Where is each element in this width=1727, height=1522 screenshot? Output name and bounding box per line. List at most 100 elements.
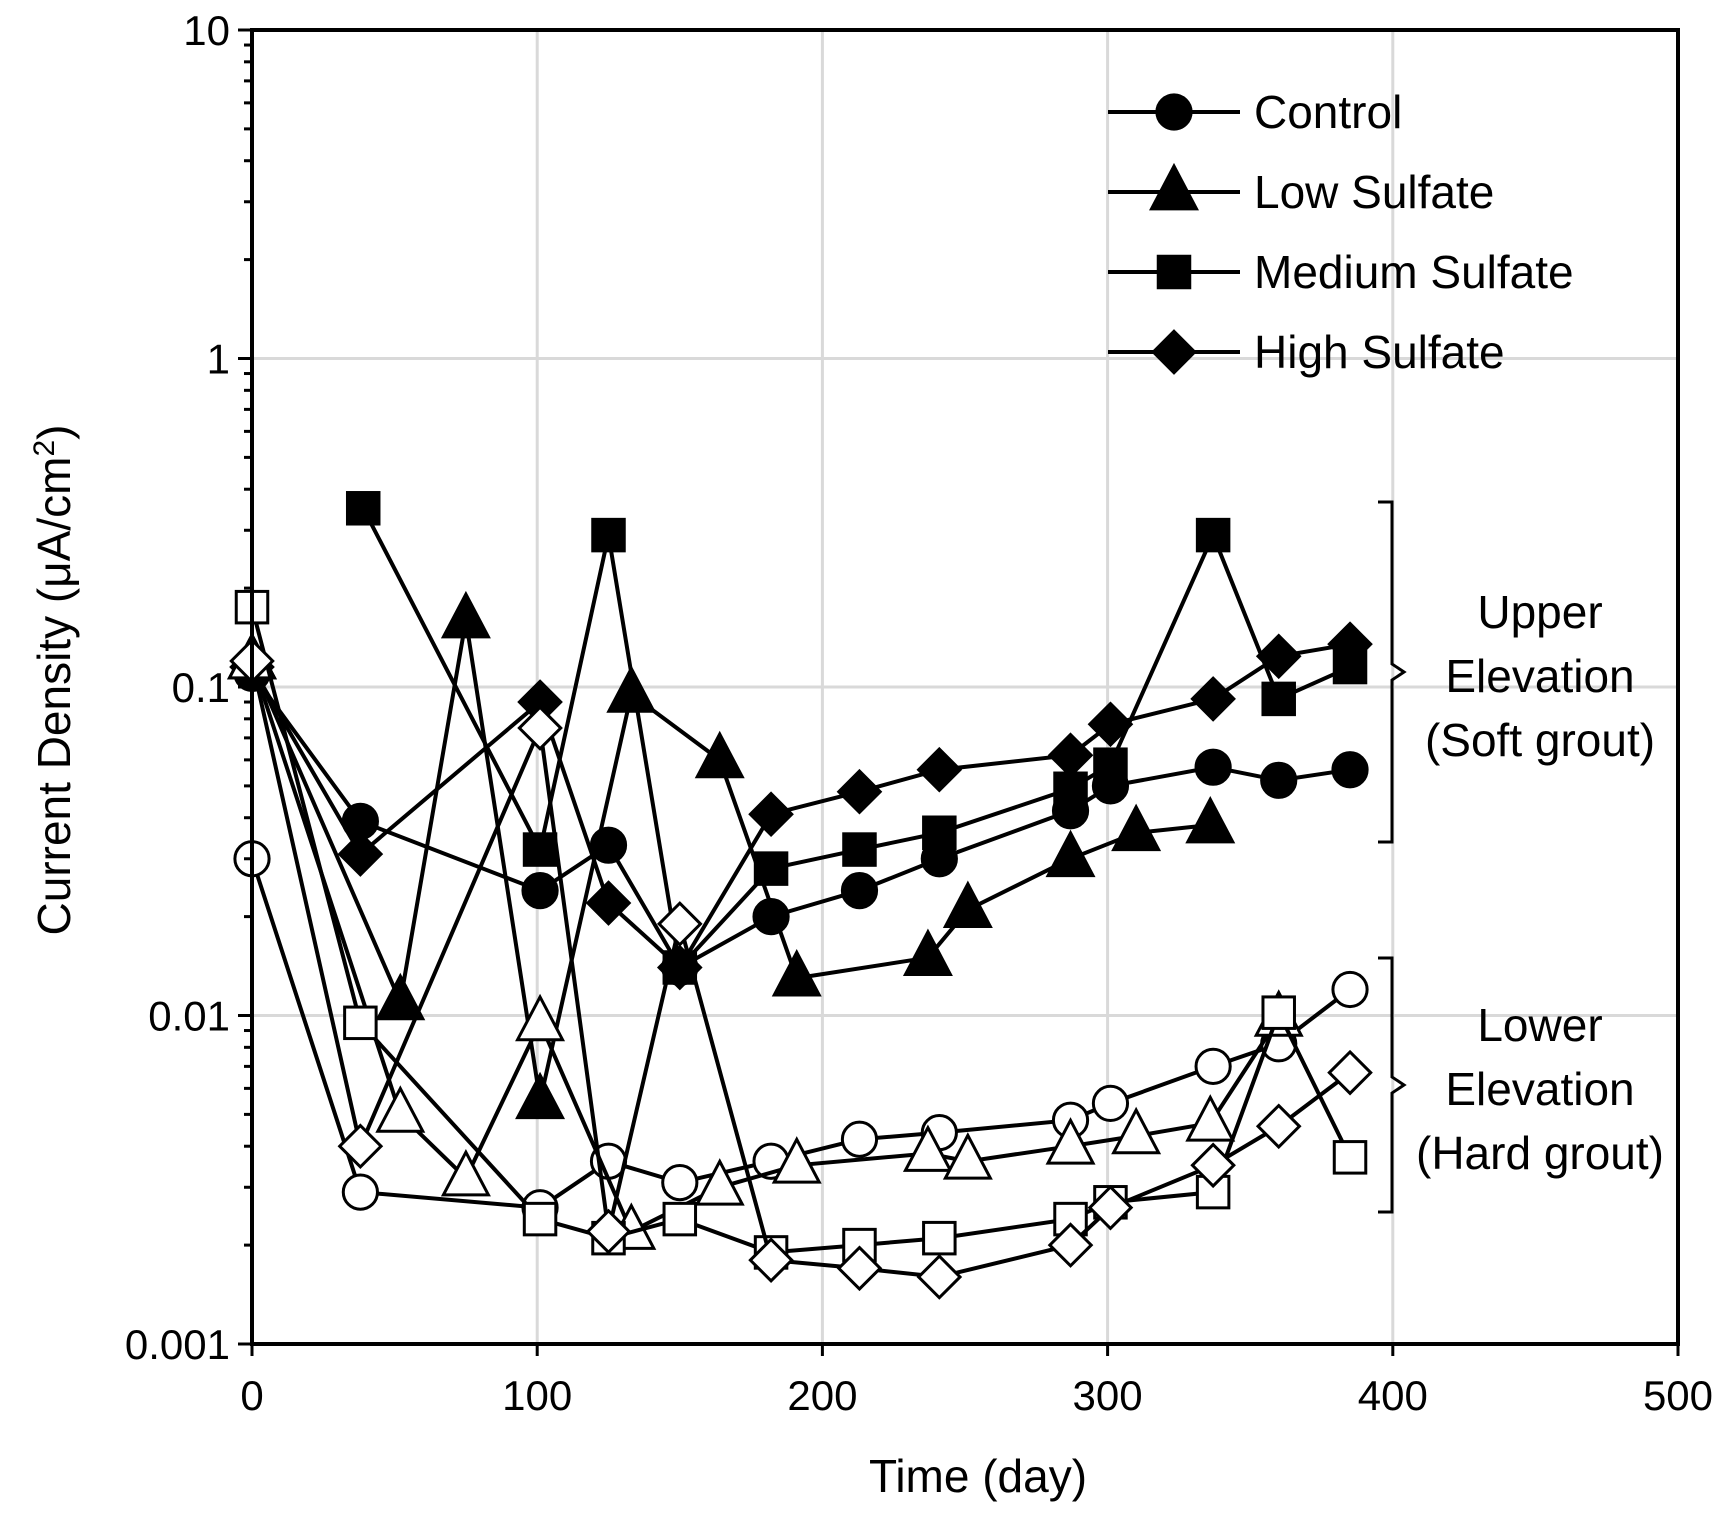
data-point: [585, 1208, 632, 1255]
x-tick-label: 200: [787, 1372, 857, 1419]
y-tick-label: 10: [183, 7, 230, 54]
annotation-line: (Soft grout): [1425, 714, 1655, 766]
legend-label: High Sulfate: [1254, 326, 1505, 378]
data-point: [522, 832, 558, 867]
legend: Control Low Sulfate Medium Sulfate High Sul…: [1108, 86, 1574, 378]
x-tick-label: 0: [240, 1372, 263, 1419]
data-point: [922, 815, 957, 851]
data-point: [1047, 732, 1094, 779]
data-point: [1331, 751, 1369, 789]
y-tick-label: 0.1: [172, 664, 230, 711]
data-point: [1331, 970, 1369, 1009]
x-tick-label: 400: [1358, 1372, 1428, 1419]
data-point: [1185, 1094, 1236, 1142]
legend-marker: [1155, 93, 1193, 131]
x-tick-label: 500: [1643, 1372, 1713, 1419]
data-point: [1327, 621, 1373, 668]
data-point: [771, 1136, 822, 1184]
data-point: [922, 1220, 957, 1256]
plot-frame: [250, 28, 1680, 1346]
data-point: [517, 705, 563, 751]
data-point: [1185, 795, 1236, 844]
data-point: [515, 993, 566, 1042]
legend-entry: Low Sulfate: [1108, 162, 1494, 218]
data-point: [1255, 1103, 1302, 1150]
data-point: [375, 972, 426, 1021]
data-point: [1190, 676, 1236, 722]
data-series: [227, 491, 1373, 1300]
legend-entry: High Sulfate: [1108, 326, 1505, 378]
data-point: [1045, 829, 1096, 878]
data-point: [1190, 1142, 1236, 1189]
legend-entry: Control: [1108, 86, 1402, 138]
x-axis-title: Time (day): [869, 1450, 1087, 1502]
data-point: [1111, 803, 1162, 852]
data-point: [836, 1245, 883, 1292]
series-upper-square: [345, 491, 1368, 985]
data-point: [1195, 517, 1231, 553]
legend-marker: [1156, 254, 1192, 290]
bracket: [1378, 500, 1407, 844]
bracket: [1378, 956, 1407, 1214]
data-point: [1255, 633, 1302, 680]
data-point: [1087, 1184, 1134, 1231]
legend-entry: Medium Sulfate: [1108, 246, 1574, 298]
legend-label: Medium Sulfate: [1254, 246, 1574, 298]
data-point: [343, 1005, 378, 1041]
data-point: [840, 872, 879, 910]
legend-marker: [1149, 162, 1199, 211]
data-point: [748, 791, 794, 838]
data-point: [1111, 1106, 1162, 1155]
data-point: [1261, 681, 1296, 717]
annotation-upper: Upper Elevation (Soft grout): [1378, 500, 1655, 844]
data-point: [1087, 701, 1134, 748]
data-point: [902, 928, 953, 977]
data-point: [591, 517, 626, 553]
data-point: [585, 880, 632, 926]
data-point: [656, 901, 703, 947]
data-point: [337, 1123, 384, 1170]
data-point: [1260, 761, 1298, 799]
data-point: [440, 590, 491, 639]
data-point: [1053, 771, 1088, 807]
series-lower-diamond: [229, 638, 1373, 1300]
data-point: [1091, 1084, 1130, 1123]
data-point: [515, 1071, 566, 1120]
legend-marker: [1151, 329, 1197, 375]
data-point: [902, 1124, 953, 1172]
data-point: [440, 1148, 491, 1197]
data-point: [341, 1173, 379, 1211]
data-point: [694, 1158, 745, 1206]
annotation-line: Upper: [1477, 586, 1602, 638]
data-point: [606, 665, 657, 713]
data-point: [1327, 1049, 1373, 1096]
data-point: [1047, 1222, 1094, 1268]
data-point: [694, 730, 745, 779]
data-point: [345, 491, 381, 526]
data-point: [522, 1201, 558, 1237]
data-point: [521, 872, 559, 910]
data-point: [942, 880, 993, 929]
y-tick-label: 0.001: [125, 1321, 230, 1368]
data-point: [662, 1201, 698, 1237]
data-point: [748, 1237, 794, 1283]
y-axis-title: Current Density (μA/cm2): [28, 425, 80, 936]
annotations: Upper Elevation (Soft grout) Lower Elevation…: [1378, 500, 1664, 1214]
data-point: [1332, 1140, 1368, 1175]
data-point: [1194, 1047, 1232, 1085]
annotation-line: Elevation: [1445, 650, 1634, 702]
data-point: [942, 1132, 993, 1180]
data-point: [916, 1254, 963, 1300]
series-line: [250, 642, 1351, 971]
data-point: [753, 851, 789, 886]
data-point: [1093, 747, 1128, 782]
data-point: [1194, 748, 1232, 786]
annotation-line: Elevation: [1445, 1063, 1634, 1115]
data-point: [337, 831, 384, 877]
annotation-line: (Hard grout): [1416, 1127, 1664, 1179]
y-tick-label: 0.01: [148, 993, 230, 1040]
legend-label: Low Sulfate: [1254, 166, 1494, 218]
data-point: [842, 832, 877, 867]
series-line: [250, 672, 1351, 971]
